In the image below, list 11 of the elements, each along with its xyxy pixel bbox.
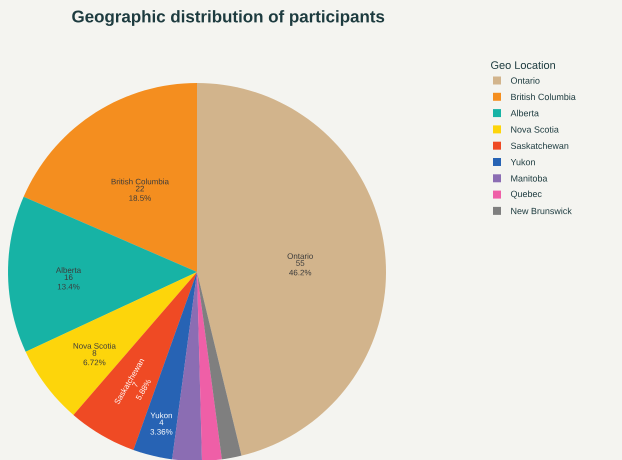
legend-label: British Columbia <box>511 93 576 100</box>
legend-label: Nova Scotia <box>511 126 559 133</box>
legend-title: Geo Location <box>491 60 555 70</box>
legend-label: Ontario <box>510 77 540 84</box>
legend-label: Manitoba <box>511 174 548 182</box>
legend-label: Saskatchewan <box>510 142 568 149</box>
legend-label: New Brunswick <box>511 208 572 214</box>
legend-label: Quebec <box>510 190 542 199</box>
legend-label: Alberta <box>510 110 539 116</box>
legend-label: Yukon <box>510 158 535 166</box>
chart-title: Geographic distribution of participants <box>72 10 384 26</box>
